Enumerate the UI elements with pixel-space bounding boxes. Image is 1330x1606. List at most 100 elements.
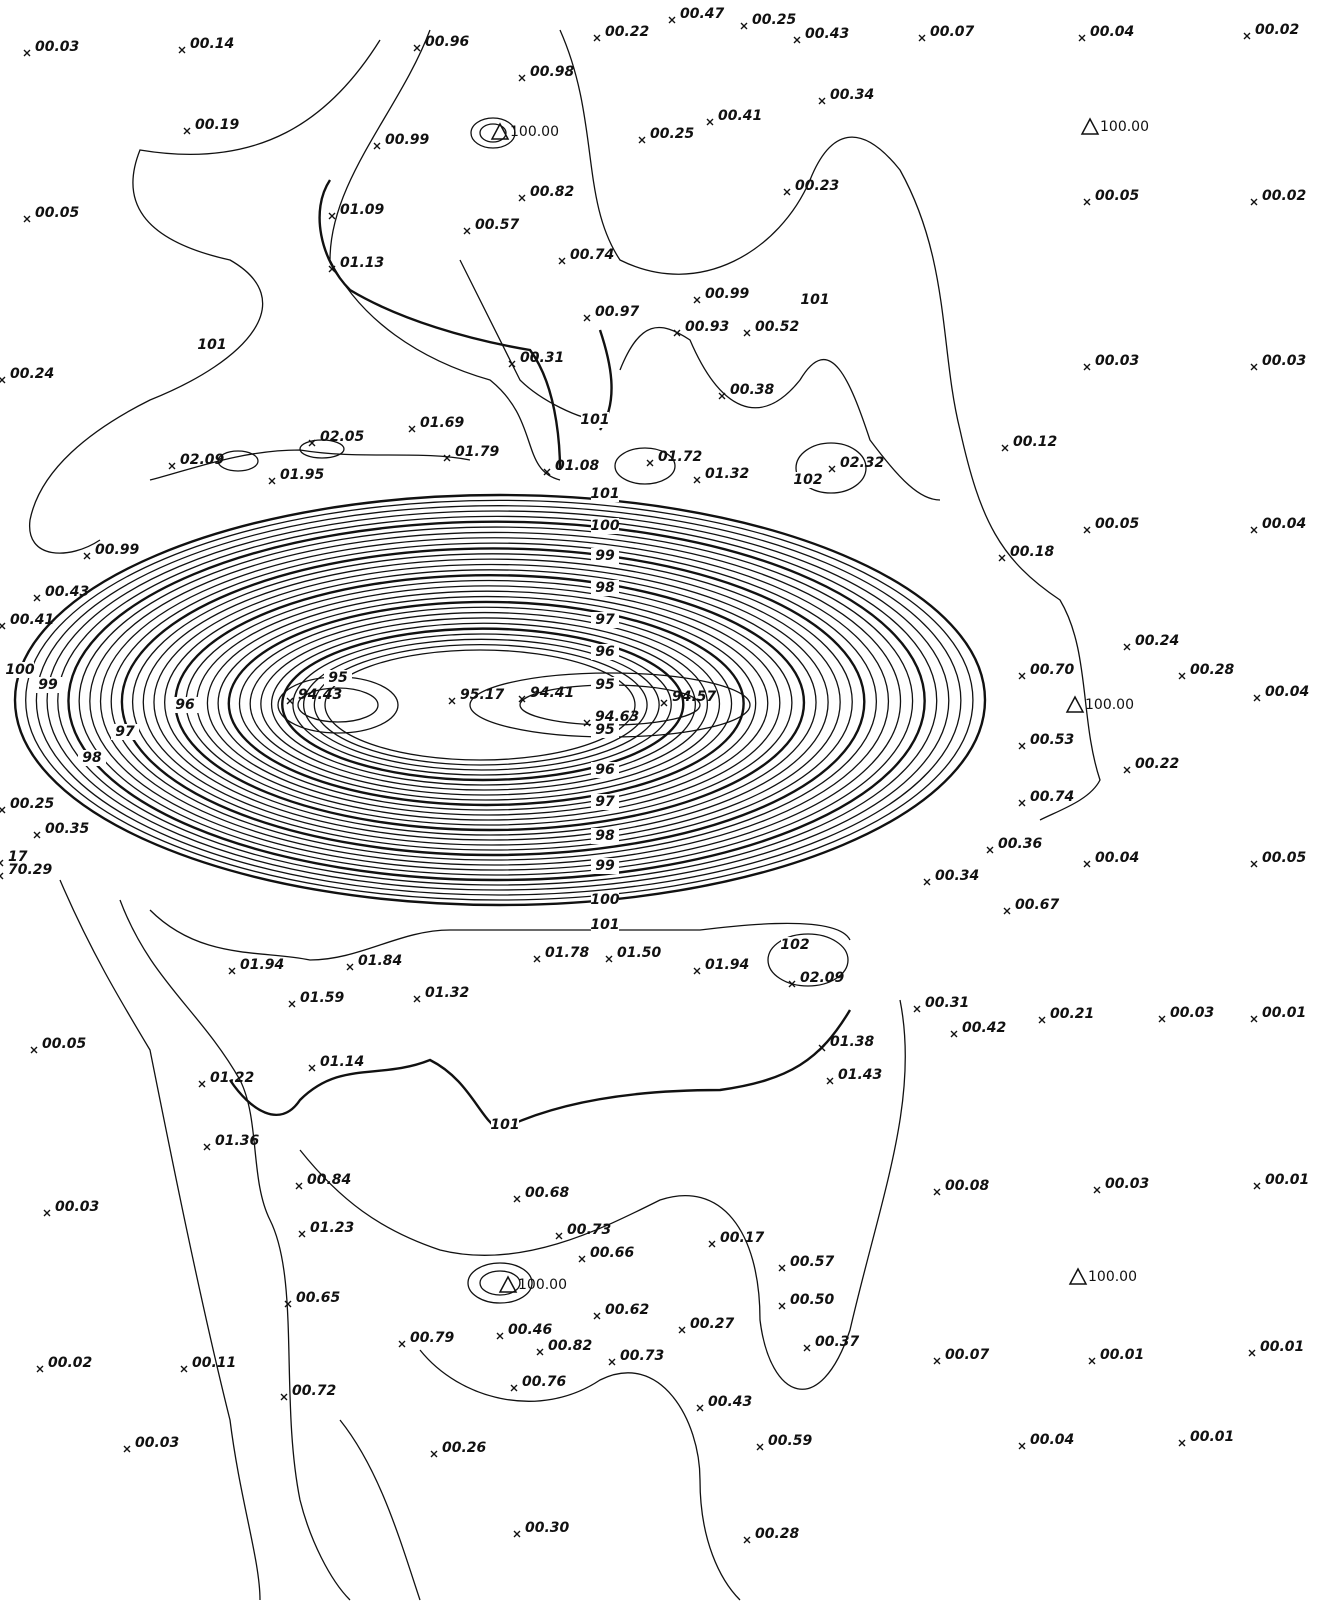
spot-height-marker <box>284 1300 292 1308</box>
spot-height-marker <box>743 329 751 337</box>
contour-line <box>142 558 841 846</box>
spot-height-label: 00.03 <box>1095 353 1139 369</box>
spot-height-marker <box>33 831 41 839</box>
spot-height-label: 01.84 <box>358 953 402 969</box>
spot-height-label: 00.03 <box>1105 1176 1149 1192</box>
spot-height-label: 01.94 <box>705 957 749 973</box>
benchmark-triangle <box>490 122 510 140</box>
spot-height-marker <box>803 1344 811 1352</box>
contour-label: 101 <box>590 917 619 933</box>
spot-height-marker <box>346 963 354 971</box>
benchmark-label: 100.00 <box>1088 1269 1137 1285</box>
spot-height-marker <box>558 257 566 265</box>
contour-line <box>249 611 721 796</box>
contour-label: 96 <box>595 762 615 778</box>
spot-height-label: 00.82 <box>530 184 574 200</box>
contour-label: 95 <box>595 722 615 738</box>
contour-label: 99 <box>595 858 615 874</box>
spot-height-marker <box>0 806 6 814</box>
spot-height-label: 00.25 <box>752 12 797 28</box>
spot-height-marker <box>583 719 591 727</box>
spot-height-marker <box>1178 672 1186 680</box>
contour-line <box>119 899 351 1601</box>
spot-height-label: 00.02 <box>1255 22 1299 38</box>
spot-height-label: 00.68 <box>525 1185 570 1201</box>
spot-height-marker <box>1250 526 1258 534</box>
contour-line <box>459 259 601 421</box>
spot-height-label: 00.12 <box>1013 434 1057 450</box>
spot-height-label: 00.25 <box>650 126 695 142</box>
spot-height-label: 00.37 <box>815 1334 860 1350</box>
spot-height-marker <box>1018 672 1026 680</box>
contour-label: 99 <box>595 548 615 564</box>
spot-height-marker <box>1250 860 1258 868</box>
contour-line <box>619 326 941 501</box>
spot-height-marker <box>203 1143 211 1151</box>
spot-height-label: 00.34 <box>830 87 874 103</box>
contour-label-bg <box>591 917 619 933</box>
benchmark-label: 100.00 <box>510 124 559 140</box>
contour-label-bg <box>6 662 34 678</box>
spot-height-marker <box>1250 1015 1258 1023</box>
contour-line <box>419 1349 741 1601</box>
contour-line <box>302 638 660 771</box>
contour-line <box>217 450 259 472</box>
contour-label-bg <box>491 1117 519 1133</box>
contour-label-bg <box>591 722 619 738</box>
spot-height-marker <box>1253 694 1261 702</box>
spot-height-marker <box>463 227 471 235</box>
spot-height-marker <box>1001 444 1009 452</box>
spot-height-label: 00.14 <box>190 36 234 52</box>
contour-line <box>227 600 745 807</box>
contour-label-bg <box>801 292 829 308</box>
spot-height-label: 00.30 <box>525 1520 570 1536</box>
spot-height-label: 01.23 <box>310 1220 354 1236</box>
spot-height-marker <box>268 477 276 485</box>
spot-height-label: 00.05 <box>1262 850 1307 866</box>
contour-label: 101 <box>580 412 609 428</box>
spot-height-marker <box>578 1255 586 1263</box>
spot-height-marker <box>923 878 931 886</box>
benchmark-triangle <box>1080 117 1100 135</box>
contour-line <box>99 537 890 866</box>
contour-line <box>46 510 950 891</box>
contour-line <box>479 123 507 143</box>
spot-height-marker <box>23 215 31 223</box>
contour-label-bg <box>591 486 619 502</box>
spot-height-label: 00.01 <box>1190 1429 1234 1445</box>
spot-height-label: 00.28 <box>755 1526 800 1542</box>
contour-label: 101 <box>490 1117 519 1133</box>
spot-height-marker <box>706 118 714 126</box>
spot-height-marker <box>308 1064 316 1072</box>
spot-height-marker <box>1083 363 1091 371</box>
spot-height-marker <box>918 34 926 42</box>
spot-height-marker <box>913 1005 921 1013</box>
contour-line <box>479 1270 521 1296</box>
spot-height-label: 00.99 <box>95 542 140 558</box>
spot-height-label: 00.43 <box>805 26 849 42</box>
spot-height-marker <box>286 697 294 705</box>
contour-label: 101 <box>800 292 829 308</box>
spot-height-label: 00.03 <box>35 39 79 55</box>
spot-height-label: 00.43 <box>708 1394 752 1410</box>
contour-label: 101 <box>590 486 619 502</box>
spot-height-label: 01.79 <box>455 444 500 460</box>
contour-label-bg <box>591 892 619 908</box>
spot-height-label: 00.05 <box>1095 188 1140 204</box>
spot-height-label: 01.14 <box>320 1054 364 1070</box>
spot-height-label: 00.24 <box>10 366 54 382</box>
spot-height-marker <box>998 554 1006 562</box>
spot-height-label: 00.57 <box>790 1254 835 1270</box>
contour-line <box>614 447 676 485</box>
spot-height-label: 00.01 <box>1260 1339 1304 1355</box>
spot-height-marker <box>178 46 186 54</box>
benchmark-label: 100.00 <box>1085 697 1134 713</box>
spot-height-marker <box>413 44 421 52</box>
benchmark-triangle <box>1068 1267 1088 1285</box>
spot-height-marker <box>518 695 526 703</box>
contour-lines <box>13 29 1101 1601</box>
spot-height-label: 00.82 <box>548 1338 592 1354</box>
spot-height-marker <box>30 1046 38 1054</box>
contour-label: 97 <box>115 724 135 740</box>
spot-height-label: 00.03 <box>1170 1005 1214 1021</box>
